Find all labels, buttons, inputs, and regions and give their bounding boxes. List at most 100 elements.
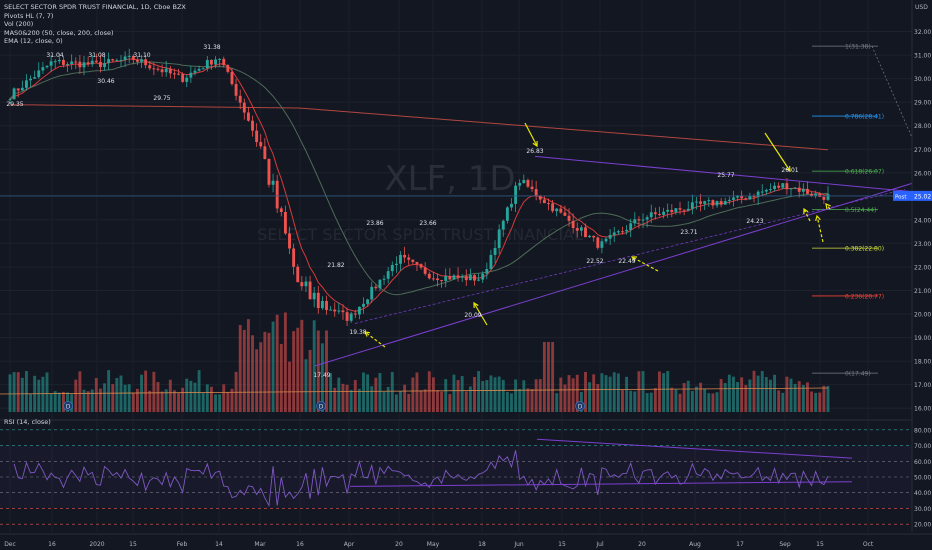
candle-body (460, 276, 464, 278)
candle-body (793, 187, 797, 189)
candle-body (411, 259, 415, 263)
volume-bar (695, 386, 698, 412)
watermark-name: SELECT SECTOR SPDR TRUST FINANCIAL (257, 225, 583, 244)
pivot-label: 31.10 (133, 52, 150, 59)
candle-body (403, 254, 407, 258)
volume-bar (382, 391, 386, 412)
price-tick-label: 17.00 (914, 382, 931, 389)
candle-body (98, 61, 102, 68)
candle-body (320, 300, 324, 309)
candle-body (57, 59, 61, 62)
volume-bar (300, 319, 304, 412)
dividend-marker (316, 401, 326, 411)
price-tick-label: 20.00 (914, 312, 931, 319)
pivot-label: 22.52 (586, 258, 603, 265)
candle-body (785, 183, 789, 190)
pivot-label: 23.66 (419, 220, 436, 227)
legend-symbol[interactable]: SELECT SECTOR SPDR TRUST FINANCIAL, 1D, … (4, 3, 186, 11)
volume-bar (423, 389, 427, 412)
arrow-sep-top-head (785, 165, 791, 173)
volume-bar (267, 332, 271, 412)
fib-label: 0.618(26.07) (845, 169, 884, 176)
rsi-legend[interactable]: RSI (14, close) (4, 418, 51, 426)
candle-body (181, 74, 185, 82)
volume-bar (263, 331, 267, 412)
candle-body (127, 55, 131, 57)
fib-diagonal (871, 45, 913, 138)
candle-body (588, 235, 592, 238)
candle-body (238, 95, 242, 103)
volume-bar (493, 377, 497, 412)
pivot-label: 29.35 (6, 101, 23, 108)
arrow-apr-low-head (363, 331, 371, 337)
volume-bar (814, 392, 818, 412)
volume-bar (386, 386, 390, 412)
pivot-labels: 29.35 31.04 31.08 30.46 31.10 29.75 31.38 17.49… (6, 44, 798, 379)
price-tick-label: 23.00 (914, 241, 931, 248)
legend-indicator-volume[interactable]: Vol (200) (4, 20, 34, 29)
volume-bar (209, 386, 213, 412)
candle-body (246, 112, 250, 121)
candle-body (90, 60, 94, 65)
time-tick-label: 17 (736, 541, 744, 548)
time-tick-label: 2020 (89, 541, 104, 548)
arrow-sep-low2-head (803, 207, 809, 215)
volume-bar (427, 371, 431, 412)
time-tick-label: Feb (177, 541, 188, 548)
volume-bar (592, 374, 596, 412)
candle-body (222, 58, 226, 66)
volume-bar (682, 382, 686, 412)
volume-bar (135, 388, 139, 412)
candle-body (514, 185, 518, 204)
candle-body (209, 59, 213, 65)
price-tick-label: 19.00 (914, 335, 931, 342)
candle-body (781, 183, 785, 188)
volume-bar (756, 375, 760, 412)
volume-bar (616, 373, 620, 412)
legend-indicator-pivots[interactable]: Pivots HL (7, 7) (4, 11, 54, 20)
volume-bar (115, 377, 119, 412)
candle-body (719, 201, 723, 205)
candle-body (752, 196, 756, 198)
price-tick-label: 16.00 (914, 406, 931, 413)
candle-body (399, 254, 402, 264)
volume-bar (312, 320, 316, 412)
legend-indicator-ema[interactable]: EMA (12, close, 0) (4, 37, 63, 46)
candle-body (70, 61, 74, 64)
candle-body (288, 233, 291, 249)
legend-indicator-ma[interactable]: MAS0&200 (50, close, 200, close) (4, 28, 114, 37)
arrow-may-low-head (473, 301, 479, 309)
candle-body (789, 188, 793, 190)
rsi-tick-label: 80.00 (914, 427, 931, 434)
volume-bar (74, 379, 78, 412)
candle-body (304, 281, 308, 287)
candle-body (826, 194, 830, 200)
volume-bar (238, 325, 242, 412)
candle-body (390, 265, 394, 272)
fib-label: 0(17.49) (845, 371, 871, 378)
arrow-apr-low (364, 331, 386, 348)
volume-bar (156, 382, 160, 412)
volume-bar (218, 394, 222, 412)
volume-bar (649, 392, 653, 412)
volume-bar (222, 384, 226, 412)
volume-bar (559, 377, 563, 412)
volume-bar (53, 391, 57, 412)
candle-body (53, 61, 57, 63)
volume-bar (90, 389, 94, 412)
last-price-tag (893, 190, 932, 201)
candle-body (604, 238, 608, 242)
volume-bar (337, 377, 341, 412)
candle-body (645, 217, 649, 220)
candle-body (386, 271, 390, 279)
volume-bar (390, 371, 394, 412)
candle-body (440, 280, 444, 282)
volume-bar (810, 391, 813, 412)
volume-bar (732, 376, 735, 412)
volume-bar (415, 372, 419, 412)
volume-bar (542, 342, 546, 412)
volume-bar (144, 370, 148, 412)
candle-body (111, 59, 115, 61)
candle-body (357, 306, 361, 315)
